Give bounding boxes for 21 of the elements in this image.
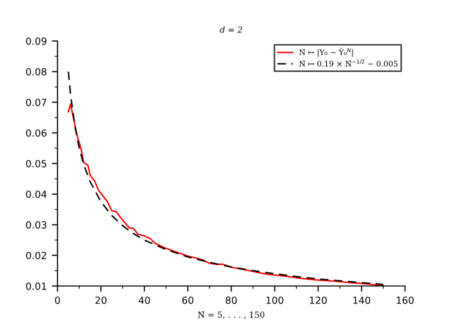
x-axis-title: N̄ = 5, . . . , 150 — [198, 312, 264, 319]
x-tick-label: 20 — [95, 296, 106, 304]
y-tick-label: 0.08 — [26, 68, 46, 76]
y-tick-label: 0.01 — [26, 282, 46, 290]
line-series — [68, 103, 384, 286]
x-tick-label: 60 — [182, 296, 194, 304]
x-tick-label: 0 — [55, 296, 60, 304]
x-tick-label: 140 — [353, 296, 370, 304]
x-tick-label: 120 — [310, 296, 327, 304]
y-tick-label: 0.07 — [26, 98, 46, 106]
chart-title: d = 2 — [220, 26, 242, 33]
x-tick-label: 160 — [396, 296, 414, 304]
y-tick-label: 0.02 — [26, 252, 46, 260]
x-tick-label: 40 — [138, 296, 150, 304]
x-tick-label: 80 — [226, 296, 237, 304]
y-tick-label: 0.05 — [26, 160, 46, 168]
y-tick-label: 0.04 — [26, 190, 47, 198]
y-tick-label: 0.06 — [26, 129, 46, 137]
y-tick-label: 0.03 — [26, 221, 46, 229]
x-tick-label: 100 — [266, 296, 284, 304]
y-tick-label: 0.09 — [26, 37, 46, 45]
